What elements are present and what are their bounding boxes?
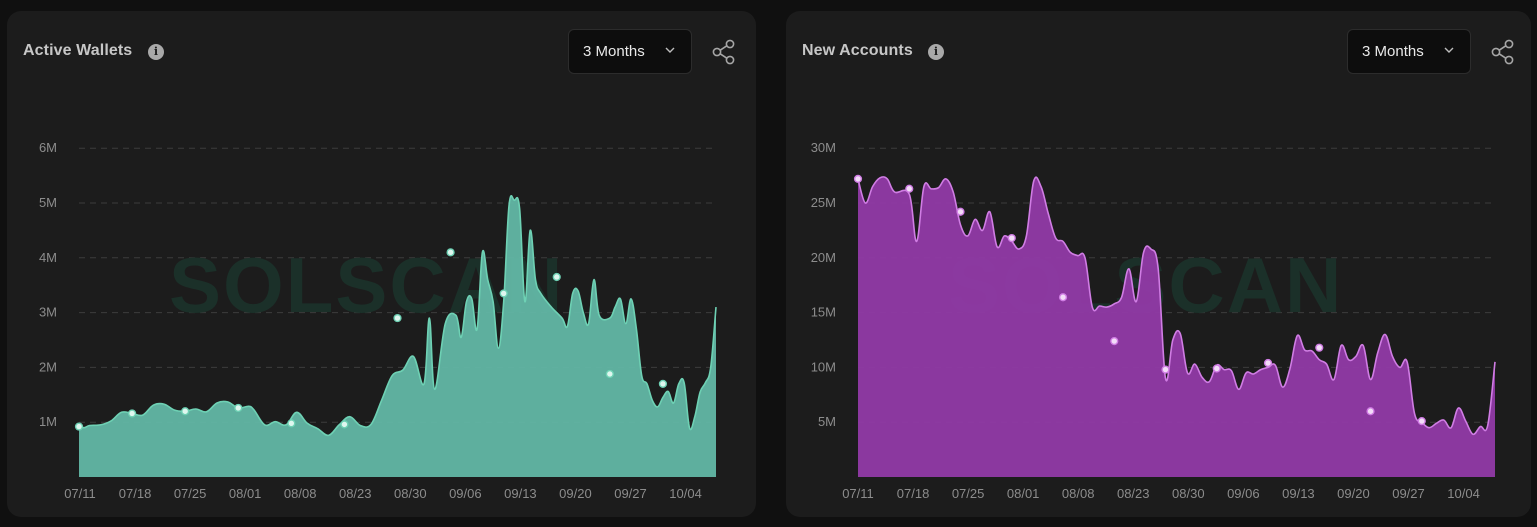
x-tick-label: 09/27: [614, 486, 647, 501]
y-tick-label: 4M: [39, 250, 57, 265]
x-tick-label: 09/06: [1227, 486, 1260, 501]
x-tick-label: 10/04: [1447, 486, 1480, 501]
data-point: [1315, 343, 1324, 352]
x-tick-label: 09/06: [449, 486, 482, 501]
x-tick-label: 08/23: [339, 486, 372, 501]
new-accounts-chart: 5M10M15M20M25M30MSOLSCAN07/1107/1807/250…: [811, 140, 1496, 501]
x-tick-label: 07/11: [842, 486, 874, 501]
time-range-select[interactable]: 3 Months: [568, 29, 692, 74]
data-point: [499, 289, 508, 298]
data-point: [181, 407, 190, 416]
panel-title: Active Wallets: [23, 42, 133, 59]
y-tick-label: 5M: [818, 414, 836, 429]
data-point: [1110, 336, 1119, 346]
x-tick-label: 07/25: [952, 486, 985, 501]
y-tick-label: 15M: [811, 305, 836, 320]
time-range-select[interactable]: 3 Months: [1347, 29, 1471, 74]
x-tick-label: 07/25: [174, 486, 207, 501]
data-point: [393, 313, 402, 323]
info-icon[interactable]: i: [928, 44, 944, 60]
data-point: [1263, 358, 1273, 368]
x-tick-label: 07/18: [119, 486, 152, 501]
y-tick-label: 10M: [811, 359, 836, 374]
x-tick-label: 09/13: [504, 486, 537, 501]
data-point: [1058, 293, 1068, 302]
data-point: [74, 422, 84, 431]
data-point: [853, 174, 863, 183]
time-range-label: 3 Months: [1362, 43, 1424, 60]
y-tick-label: 3M: [39, 305, 57, 320]
data-point: [905, 184, 914, 193]
x-tick-label: 09/27: [1392, 486, 1425, 501]
data-point: [605, 369, 614, 379]
data-point: [127, 409, 137, 418]
x-tick-label: 08/08: [284, 486, 317, 501]
share-icon[interactable]: [711, 39, 737, 65]
x-tick-label: 07/18: [897, 486, 930, 501]
y-tick-label: 2M: [39, 359, 57, 374]
active-wallets-chart: 1M 2M 3M 4M 5M 6M SOLSCAN 07/11 07/18 07/25 08/01 0…: [39, 140, 717, 501]
x-tick-label: 07/11: [64, 486, 96, 501]
y-tick-label: 30M: [811, 140, 836, 155]
x-tick-label: 08/30: [394, 486, 427, 501]
data-point: [1212, 364, 1221, 373]
data-point: [340, 420, 349, 429]
data-point: [956, 207, 965, 216]
time-range-label: 3 Months: [583, 43, 645, 60]
series-line: [78, 195, 717, 437]
x-tick-label: 08/30: [1172, 486, 1205, 501]
data-point: [1417, 417, 1426, 426]
x-tick-label: 08/01: [229, 486, 262, 501]
info-icon[interactable]: i: [148, 44, 164, 60]
data-point: [552, 272, 561, 282]
y-tick-label: 25M: [811, 195, 836, 210]
data-point: [1161, 365, 1170, 374]
share-icon[interactable]: [1490, 39, 1516, 65]
x-tick-label: 08/08: [1062, 486, 1095, 501]
x-tick-label: 08/01: [1007, 486, 1040, 501]
data-point: [658, 379, 668, 388]
x-tick-label: 10/04: [669, 486, 702, 501]
watermark-logo: SOLSCAN: [169, 241, 564, 329]
x-tick-label: 08/23: [1117, 486, 1150, 501]
y-tick-label: 20M: [811, 250, 836, 265]
series-area: [858, 176, 1495, 477]
series-area: [79, 195, 716, 477]
y-tick-label: 1M: [39, 414, 57, 429]
data-point: [446, 248, 455, 257]
active-wallets-card: Active Wallets i 3 Months 1M 2M 3M 4M 5M 6M SO…: [7, 11, 756, 517]
data-point: [1366, 407, 1375, 416]
data-point: [1007, 233, 1016, 243]
panel-title: New Accounts: [802, 42, 913, 59]
x-tick-label: 09/13: [1282, 486, 1315, 501]
data-point: [287, 419, 296, 428]
new-accounts-card: New Accounts i 3 Months 5M 10M 15M 20M 25M 30…: [786, 11, 1531, 517]
x-tick-label: 09/20: [559, 486, 592, 501]
data-point: [234, 403, 243, 413]
chevron-down-icon: [665, 47, 675, 53]
series-line: [857, 176, 1496, 436]
chevron-down-icon: [1444, 47, 1454, 53]
x-tick-label: 09/20: [1337, 486, 1370, 501]
y-tick-label: 5M: [39, 195, 57, 210]
y-tick-label: 6M: [39, 140, 57, 155]
